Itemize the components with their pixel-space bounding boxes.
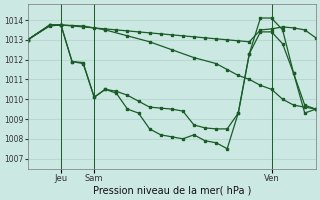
X-axis label: Pression niveau de la mer( hPa ): Pression niveau de la mer( hPa ) [92,186,251,196]
